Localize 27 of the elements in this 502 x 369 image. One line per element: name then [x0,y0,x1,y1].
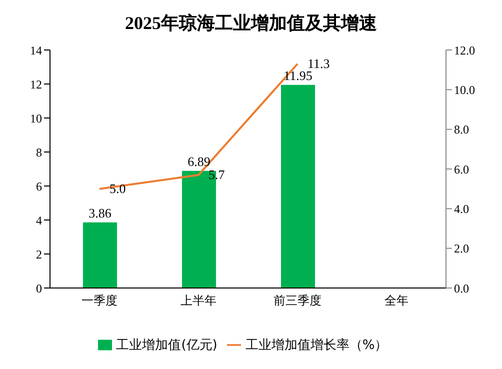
y-tick-label: 4 [36,213,42,228]
y2-tick-label: 10.0 [454,82,475,97]
data-label: 11.3 [308,56,330,71]
y-tick-label: 12 [30,77,42,92]
y2-tick-label: 0.0 [454,281,469,296]
bar [83,222,117,288]
y-tick-label: 2 [36,247,42,262]
x-tick-label: 前三季度 [274,294,322,308]
chart-title: 2025年琼海工业增加值及其增速 [124,12,378,35]
x-tick-label: 上半年 [180,294,216,308]
bar [281,84,315,288]
legend-label: 工业增加值增长率（%） [245,338,388,353]
y2-tick-label: 2.0 [454,242,469,256]
y2-tick-label: 8.0 [454,122,469,137]
y2-tick-label: 6.0 [454,162,469,176]
data-label: 6.89 [188,154,210,169]
y2-tick-label: 4.0 [454,202,469,216]
x-tick-label: 全年 [384,294,408,308]
y-tick-label: 14 [30,43,42,58]
x-tick-label: 一季度 [82,294,118,308]
legend-label: 工业增加值(亿元) [116,338,218,353]
y-tick-label: 0 [36,281,42,296]
data-label: 3.86 [88,205,112,220]
y-tick-label: 8 [36,145,42,160]
y-tick-label: 6 [36,179,42,194]
y2-tick-label: 12.0 [454,43,475,58]
y-tick-label: 10 [30,111,42,126]
